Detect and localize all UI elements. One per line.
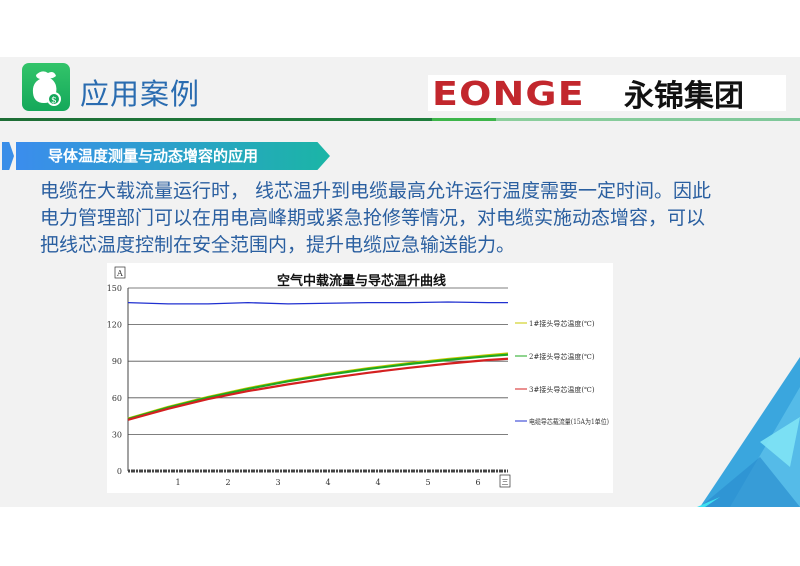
x-tick-label: 3 <box>275 478 280 487</box>
banner-chevron-icon <box>2 142 14 170</box>
x-tick-label: 2 <box>225 478 230 487</box>
company-logo: EONGE 永锦集团 <box>428 73 786 114</box>
section-banner: 导体温度测量与动态增容的应用 <box>16 142 330 170</box>
x-end-label: 三 <box>502 478 509 486</box>
y-tick-label: 30 <box>112 430 122 439</box>
legend-label-2: 2#接头导芯温度(℃) <box>529 352 595 361</box>
piggy-bank-money-icon: $ <box>22 63 70 111</box>
legend-label-4: 电缆导芯载流量(15A为1单位) <box>529 417 609 426</box>
svg-text:$: $ <box>51 96 57 106</box>
y-axis-label: A <box>116 269 123 278</box>
y-unit-box <box>114 266 126 279</box>
page-title: 应用案例 <box>80 77 201 111</box>
x-tick-label: 4 <box>325 478 330 487</box>
chart-image: 空气中载流量与导芯温升曲线 A 0 30 60 90 120 150 1 2 3 4 4 5 6 三 1#接头导… <box>107 263 613 493</box>
body-paragraph: 电缆在大载流量运行时， 线芯温升到电缆最高允许运行温度需要一定时间。因此 电力管… <box>40 178 780 259</box>
paragraph-line: 电力管理部门可以在用电高峰期或紧急抢修等情况，对电缆实施动态增容，可以 <box>40 207 706 229</box>
series-line-4 <box>127 301 508 305</box>
chart-title: 空气中载流量与导芯温升曲线 <box>277 273 446 289</box>
y-tick-label: 150 <box>107 284 122 293</box>
paragraph-line: 把线芯温度控制在安全范围内，提升电缆应急输送能力。 <box>40 234 516 256</box>
series-line-3 <box>127 357 509 421</box>
x-tick-label: 6 <box>475 478 480 487</box>
series-line-2 <box>127 353 509 421</box>
logo-text-en: EONGE <box>432 73 585 113</box>
y-tick-label: 90 <box>112 357 122 366</box>
y-tick-label: 0 <box>117 467 122 476</box>
legend-label-1: 1#接头导芯温度(℃) <box>529 319 595 328</box>
decorative-triangles <box>697 357 800 507</box>
x-tick-label: 4 <box>375 478 380 487</box>
x-tick-label: 1 <box>175 478 180 487</box>
x-tick-label: 5 <box>425 478 430 487</box>
y-tick-label: 60 <box>112 394 122 403</box>
header-divider <box>0 118 800 121</box>
y-tick-label: 120 <box>107 321 122 330</box>
legend-label-3: 3#接头导芯温度(℃) <box>529 385 595 394</box>
paragraph-line: 电缆在大载流量运行时， 线芯温升到电缆最高允许运行温度需要一定时间。因此 <box>40 180 712 202</box>
logo-text-cn: 永锦集团 <box>624 79 744 114</box>
x-end-box <box>499 474 511 488</box>
slide: $ 应用案例 EONGE 永锦集团 导体温度测量与动态增容的应用 电缆在大载流量… <box>0 57 800 507</box>
